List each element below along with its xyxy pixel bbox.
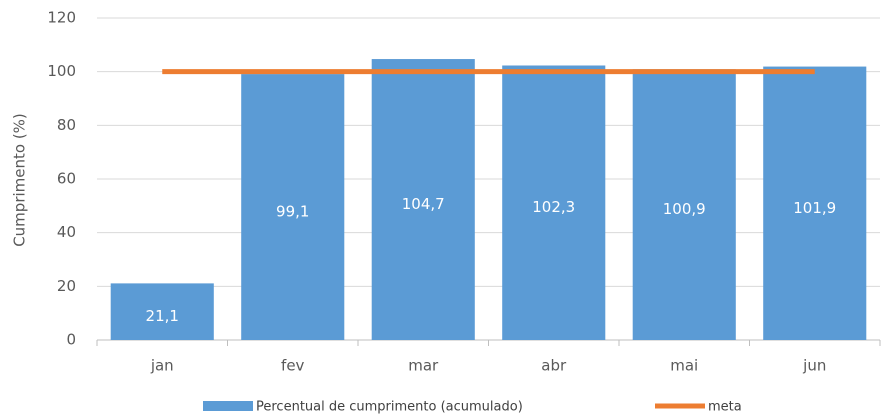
legend-label: Percentual de cumprimento (acumulado) (256, 400, 523, 415)
bar (502, 65, 606, 341)
data-label: 21,1 (146, 307, 179, 325)
data-label: 100,9 (663, 200, 706, 218)
y-tick-label: 80 (57, 116, 76, 134)
y-tick-label: 40 (57, 223, 76, 241)
data-label: 104,7 (402, 195, 445, 213)
x-tick-label: jun (802, 357, 826, 375)
bar (763, 66, 867, 341)
data-label: 99,1 (276, 203, 309, 221)
y-tick-label: 20 (57, 277, 76, 295)
data-label: 102,3 (532, 198, 575, 216)
legend-label: meta (708, 400, 742, 415)
bar (110, 283, 214, 340)
y-tick-label: 120 (47, 9, 76, 27)
bar (632, 69, 736, 341)
x-tick-label: mar (408, 357, 439, 375)
x-tick-label: mai (670, 357, 698, 375)
data-label: 101,9 (793, 199, 836, 217)
bar (241, 74, 345, 340)
x-tick-label: jan (150, 357, 174, 375)
y-tick-label: 0 (66, 331, 76, 349)
bar (371, 59, 475, 341)
x-tick-label: fev (281, 357, 305, 375)
y-tick-label: 100 (47, 62, 76, 80)
y-tick-label: 60 (57, 170, 76, 188)
legend-swatch (203, 401, 253, 411)
y-axis-label: Cumprimento (%) (11, 113, 29, 247)
x-tick-label: abr (541, 357, 567, 375)
